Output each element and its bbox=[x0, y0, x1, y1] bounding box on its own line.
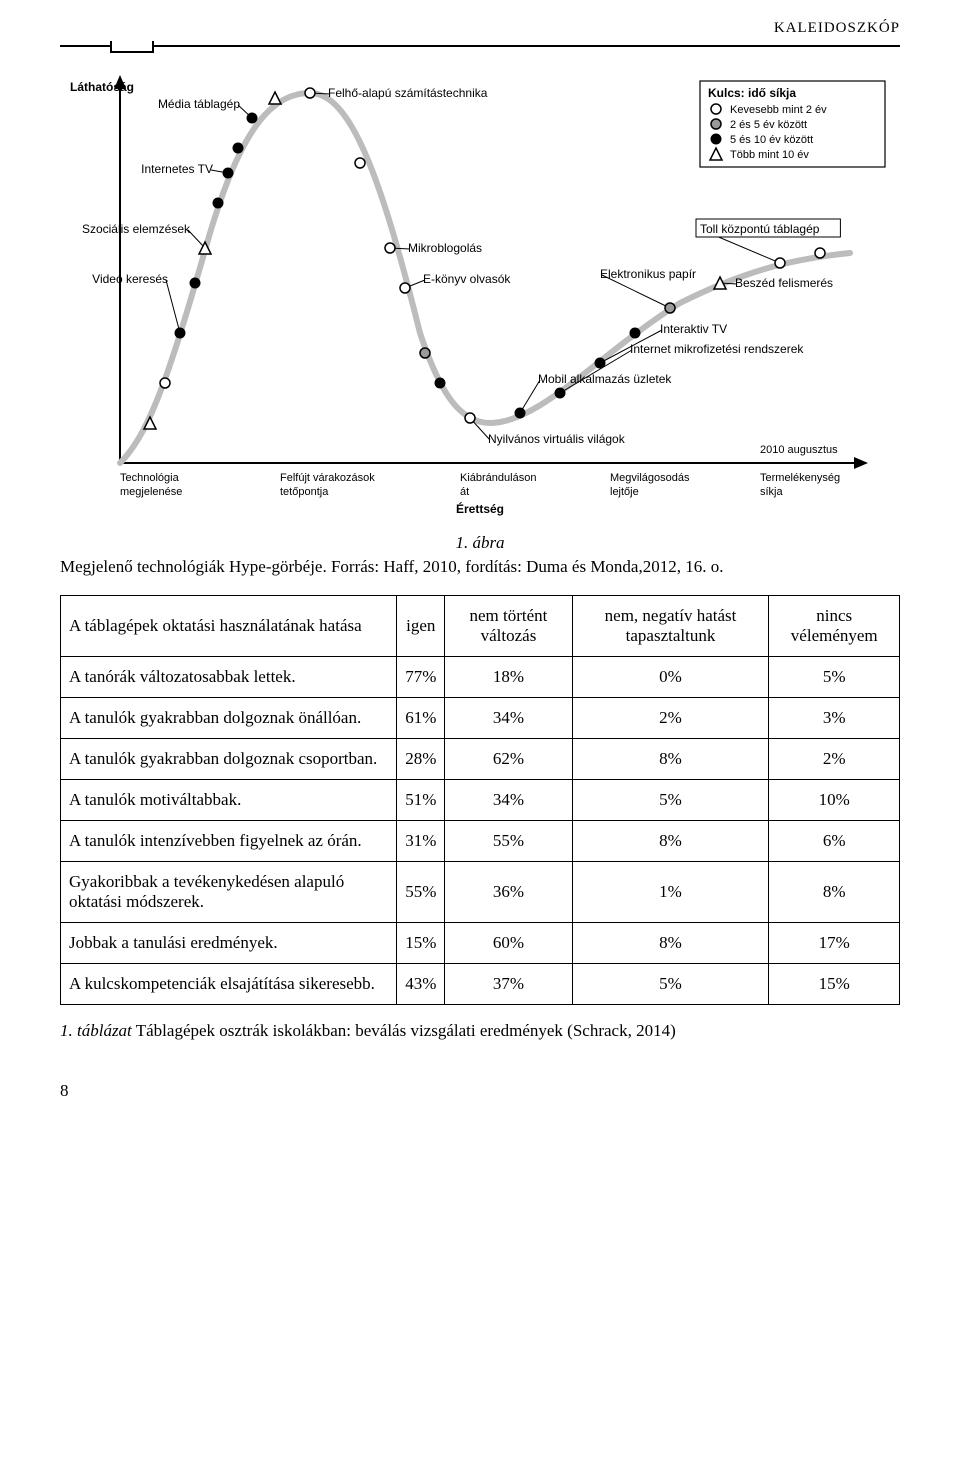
svg-text:Kulcs: idő síkja: Kulcs: idő síkja bbox=[708, 86, 796, 100]
svg-text:Mobil alkalmazás üzletek: Mobil alkalmazás üzletek bbox=[538, 372, 672, 386]
table-cell-question: A kulcskompetenciák elsajátítása sikeres… bbox=[61, 964, 397, 1005]
table-cell-question: Jobbak a tanulási eredmények. bbox=[61, 923, 397, 964]
table-caption: 1. táblázat Táblagépek osztrák iskolákba… bbox=[60, 1021, 900, 1041]
svg-text:E-könyv olvasók: E-könyv olvasók bbox=[423, 272, 511, 286]
table-cell-value: 34% bbox=[445, 698, 572, 739]
svg-text:Felhő-alapú számítástechnika: Felhő-alapú számítástechnika bbox=[328, 86, 488, 100]
svg-text:Internet mikrofizetési rendsze: Internet mikrofizetési rendszerek bbox=[630, 342, 804, 356]
svg-text:Beszéd felismerés: Beszéd felismerés bbox=[735, 276, 833, 290]
table-cell-value: 5% bbox=[769, 657, 900, 698]
svg-text:Videó keresés: Videó keresés bbox=[92, 272, 168, 286]
table-cell-value: 8% bbox=[572, 739, 769, 780]
table-row: A tanulók gyakrabban dolgoznak csoportba… bbox=[61, 739, 900, 780]
results-table: A táblagépek oktatási használatának hatá… bbox=[60, 595, 900, 1005]
svg-text:Szociális elemzések: Szociális elemzések bbox=[82, 222, 191, 236]
table-cell-value: 51% bbox=[397, 780, 445, 821]
table-row: A tanórák változatosabbak lettek.77%18%0… bbox=[61, 657, 900, 698]
table-cell-question: A tanórák változatosabbak lettek. bbox=[61, 657, 397, 698]
table-cell-value: 61% bbox=[397, 698, 445, 739]
table-row: Jobbak a tanulási eredmények.15%60%8%17% bbox=[61, 923, 900, 964]
table-cell-value: 2% bbox=[572, 698, 769, 739]
table-caption-lead: 1. táblázat bbox=[60, 1021, 132, 1040]
svg-text:Érettség: Érettség bbox=[456, 501, 504, 516]
running-head: KALEIDOSZKÓP bbox=[60, 20, 900, 37]
table-cell-value: 5% bbox=[572, 780, 769, 821]
hype-cycle-figure: Videó keresés Szociális elemzések Internet… bbox=[60, 53, 900, 523]
svg-text:Kiábránduláson: Kiábránduláson bbox=[460, 472, 536, 484]
table-row: A tanulók gyakrabban dolgoznak önállóan.… bbox=[61, 698, 900, 739]
table-cell-value: 15% bbox=[397, 923, 445, 964]
hype-cycle-svg: Videó keresés Szociális elemzések Internet… bbox=[60, 53, 900, 523]
svg-text:Toll központú táblagép: Toll központú táblagép bbox=[700, 222, 820, 236]
table-cell-question: A tanulók motiváltabbak. bbox=[61, 780, 397, 821]
table-cell-value: 8% bbox=[572, 923, 769, 964]
table-row: A tanulók motiváltabbak.51%34%5%10% bbox=[61, 780, 900, 821]
table-header-col: nem történt változás bbox=[445, 596, 572, 657]
table-cell-value: 43% bbox=[397, 964, 445, 1005]
svg-text:lejtője: lejtője bbox=[610, 486, 639, 498]
svg-text:Megvilágosodás: Megvilágosodás bbox=[610, 472, 690, 484]
svg-text:Termelékenység: Termelékenység bbox=[760, 472, 840, 484]
table-cell-value: 10% bbox=[769, 780, 900, 821]
header-notch bbox=[110, 41, 154, 53]
table-header-question: A táblagépek oktatási használatának hatá… bbox=[61, 596, 397, 657]
svg-text:át: át bbox=[460, 486, 469, 498]
svg-text:2 és 5 év között: 2 és 5 év között bbox=[730, 119, 807, 131]
table-cell-value: 8% bbox=[769, 862, 900, 923]
table-cell-value: 77% bbox=[397, 657, 445, 698]
table-cell-value: 60% bbox=[445, 923, 572, 964]
figure-source: Megjelenő technológiák Hype-görbéje. For… bbox=[60, 557, 900, 577]
table-cell-value: 17% bbox=[769, 923, 900, 964]
table-row: A kulcskompetenciák elsajátítása sikeres… bbox=[61, 964, 900, 1005]
svg-text:Internetes TV: Internetes TV bbox=[141, 162, 213, 176]
svg-text:Elektronikus papír: Elektronikus papír bbox=[600, 267, 696, 281]
table-cell-value: 34% bbox=[445, 780, 572, 821]
svg-text:Felfújt várakozások: Felfújt várakozások bbox=[280, 472, 375, 484]
svg-text:Több mint 10 év: Több mint 10 év bbox=[730, 149, 809, 161]
svg-text:megjelenése: megjelenése bbox=[120, 486, 182, 498]
table-header-col: nem, negatív hatást tapasztaltunk bbox=[572, 596, 769, 657]
table-cell-question: A tanulók gyakrabban dolgoznak csoportba… bbox=[61, 739, 397, 780]
table-cell-value: 37% bbox=[445, 964, 572, 1005]
table-cell-value: 36% bbox=[445, 862, 572, 923]
table-cell-question: A tanulók gyakrabban dolgoznak önállóan. bbox=[61, 698, 397, 739]
table-cell-question: A tanulók intenzívebben figyelnek az órá… bbox=[61, 821, 397, 862]
svg-text:síkja: síkja bbox=[760, 486, 784, 498]
svg-text:Láthatóság: Láthatóság bbox=[70, 80, 134, 94]
table-cell-value: 3% bbox=[769, 698, 900, 739]
table-cell-value: 18% bbox=[445, 657, 572, 698]
svg-text:Mikroblogolás: Mikroblogolás bbox=[408, 241, 482, 255]
table-cell-value: 0% bbox=[572, 657, 769, 698]
svg-text:Technológia: Technológia bbox=[120, 472, 180, 484]
table-cell-value: 28% bbox=[397, 739, 445, 780]
table-cell-value: 2% bbox=[769, 739, 900, 780]
table-cell-question: Gyakoribbak a tevékenykedésen alapuló ok… bbox=[61, 862, 397, 923]
table-row: Gyakoribbak a tevékenykedésen alapuló ok… bbox=[61, 862, 900, 923]
table-cell-value: 5% bbox=[572, 964, 769, 1005]
table-cell-value: 15% bbox=[769, 964, 900, 1005]
svg-text:2010 augusztus: 2010 augusztus bbox=[760, 444, 838, 456]
svg-text:5 és 10 év között: 5 és 10 év között bbox=[730, 134, 813, 146]
page-number: 8 bbox=[60, 1081, 900, 1101]
table-cell-value: 31% bbox=[397, 821, 445, 862]
table-header-col: igen bbox=[397, 596, 445, 657]
table-cell-value: 55% bbox=[397, 862, 445, 923]
header-rule bbox=[60, 45, 900, 47]
svg-text:tetőpontja: tetőpontja bbox=[280, 486, 329, 498]
svg-text:Interaktiv TV: Interaktiv TV bbox=[660, 322, 727, 336]
table-header-col: nincs véleményem bbox=[769, 596, 900, 657]
table-cell-value: 1% bbox=[572, 862, 769, 923]
table-cell-value: 55% bbox=[445, 821, 572, 862]
table-caption-rest: Táblagépek osztrák iskolákban: beválás v… bbox=[132, 1021, 676, 1040]
table-cell-value: 6% bbox=[769, 821, 900, 862]
table-row: A tanulók intenzívebben figyelnek az órá… bbox=[61, 821, 900, 862]
svg-text:Kevesebb mint 2 év: Kevesebb mint 2 év bbox=[730, 104, 827, 116]
table-cell-value: 8% bbox=[572, 821, 769, 862]
svg-text:Nyilvános virtuális világok: Nyilvános virtuális világok bbox=[488, 432, 626, 446]
figure-caption: 1. ábra bbox=[60, 533, 900, 553]
svg-text:Média táblagép: Média táblagép bbox=[158, 97, 240, 111]
table-cell-value: 62% bbox=[445, 739, 572, 780]
